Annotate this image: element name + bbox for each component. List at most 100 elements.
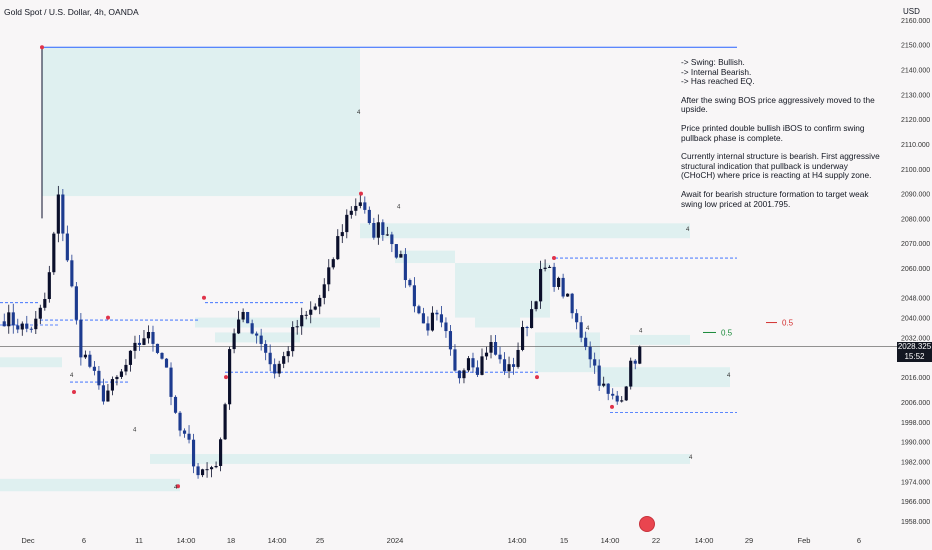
candle-body xyxy=(133,342,137,351)
currency-label[interactable]: USD xyxy=(903,7,920,16)
candle-body xyxy=(115,376,119,380)
swing-point-marker xyxy=(72,390,76,395)
x-tick-label: 22 xyxy=(652,536,660,545)
candle-body xyxy=(530,309,534,329)
x-tick-label: 25 xyxy=(316,536,324,545)
candle-body xyxy=(620,400,624,402)
candle-body xyxy=(191,439,196,467)
candle-body xyxy=(408,280,412,286)
x-tick-label: 14:00 xyxy=(177,536,196,545)
candle-body xyxy=(381,222,385,235)
candle-body xyxy=(146,332,151,339)
candle-body xyxy=(97,370,101,386)
candle-body xyxy=(475,367,480,375)
candle-body xyxy=(223,404,227,440)
bar-countdown: 15:52 xyxy=(904,352,925,361)
tradingview-logo-icon[interactable] xyxy=(639,516,655,532)
candle-body xyxy=(539,268,543,302)
candle-body xyxy=(29,328,33,330)
candle-body xyxy=(119,371,124,377)
supply-demand-zone xyxy=(215,332,300,343)
candle-body xyxy=(137,342,142,345)
candle-body xyxy=(629,360,633,387)
supply-demand-zone xyxy=(630,334,690,345)
candle-body xyxy=(268,352,272,365)
analysis-note: -> Swing: Bullish. -> Internal Bearish. … xyxy=(681,57,881,218)
candle-body xyxy=(584,337,588,347)
candle-body xyxy=(548,266,552,268)
candle-body xyxy=(372,223,376,238)
candle-body xyxy=(444,322,448,332)
candle-body xyxy=(345,214,349,233)
candle-body xyxy=(128,350,133,365)
supply-demand-zone xyxy=(42,47,360,197)
candle-body xyxy=(322,284,326,298)
candle-body xyxy=(250,323,254,334)
candle-body xyxy=(385,234,389,236)
y-tick-label: 2048.000 xyxy=(901,296,930,303)
y-tick-label: 2032.000 xyxy=(901,335,930,342)
candle-body xyxy=(638,346,642,364)
candle-body xyxy=(286,351,290,357)
candle-body xyxy=(327,267,331,285)
zone-marker-label: 4 xyxy=(586,326,590,332)
supply-demand-zone xyxy=(0,478,180,492)
candle-body xyxy=(169,367,173,397)
candle-body xyxy=(142,338,146,345)
y-tick-label: 1974.000 xyxy=(901,479,930,486)
candle-body xyxy=(602,383,606,386)
y-tick-label: 2110.000 xyxy=(901,142,930,149)
candle-body xyxy=(277,363,281,374)
swing-point-marker xyxy=(40,45,44,50)
candle-body xyxy=(151,332,155,344)
note-line: Currently internal structure is bearish.… xyxy=(681,151,880,181)
y-tick-label: 1990.000 xyxy=(901,440,930,447)
candle-body xyxy=(228,349,232,405)
candle-body xyxy=(390,234,394,245)
candle-body xyxy=(43,299,47,308)
candle-body xyxy=(25,323,29,329)
candle-body xyxy=(155,343,160,353)
x-tick-label: 2024 xyxy=(387,536,404,545)
candle-body xyxy=(259,335,263,344)
note-line: -> Internal Bearish. xyxy=(681,66,752,77)
candle-body xyxy=(34,318,38,330)
candle-body xyxy=(214,465,218,468)
candle-body xyxy=(273,364,277,374)
last-price-value: 2028.325 xyxy=(897,342,932,351)
candle-body xyxy=(498,354,502,360)
candle-body xyxy=(88,354,92,367)
y-tick-label: 2130.000 xyxy=(901,92,930,99)
x-tick-label: Dec xyxy=(21,536,35,545)
zone-marker-label: 4 xyxy=(357,110,361,116)
zone-marker-label: 4 xyxy=(133,428,137,434)
x-tick-label: 18 xyxy=(227,536,235,545)
candle-body xyxy=(309,309,313,315)
candle-body xyxy=(318,297,322,307)
candle-body xyxy=(56,194,60,234)
candle-body xyxy=(182,430,187,434)
y-tick-label: 2040.000 xyxy=(901,316,930,323)
candle-body xyxy=(52,233,56,273)
candle-body xyxy=(237,319,241,334)
candle-body xyxy=(358,202,362,206)
candle-body xyxy=(313,306,317,310)
supply-demand-zone xyxy=(475,317,520,328)
x-tick-label: 11 xyxy=(135,536,143,545)
eq-label: 0.5 xyxy=(782,319,794,328)
candle-body xyxy=(412,285,416,307)
candle-body xyxy=(575,313,579,323)
candle-body xyxy=(376,222,380,238)
note-line: -> Swing: Bullish. xyxy=(681,57,745,67)
x-tick-label: 14:00 xyxy=(695,536,714,545)
candle-body xyxy=(340,232,344,237)
candle-body xyxy=(597,365,601,386)
candle-body xyxy=(160,352,164,359)
candle-body xyxy=(471,358,475,368)
candle-body xyxy=(300,315,304,327)
candle-body xyxy=(525,327,529,329)
candle-body xyxy=(241,311,245,320)
candle-body xyxy=(462,370,466,379)
symbol-title[interactable]: Gold Spot / U.S. Dollar, 4h, OANDA xyxy=(4,7,139,17)
